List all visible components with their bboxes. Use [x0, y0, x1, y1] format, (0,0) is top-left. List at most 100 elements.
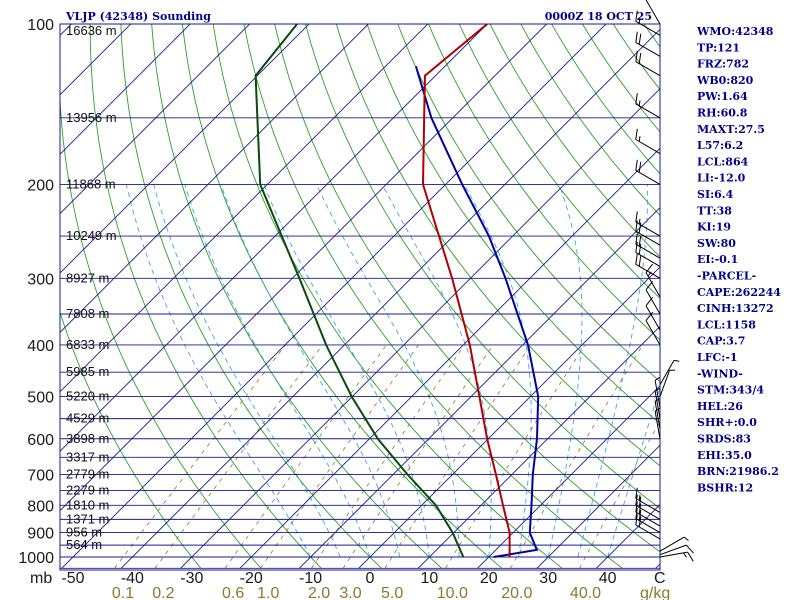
mixing-ratio-tick-label: 0.6 — [222, 585, 244, 600]
wind-barb-flag — [635, 31, 638, 43]
temperature-tick-label: 10 — [421, 570, 439, 587]
wind-barb-flag — [685, 544, 694, 554]
wind-barb-flag — [638, 516, 642, 528]
wind-barb — [635, 159, 661, 185]
index-entry: EI:-0.1 — [697, 253, 738, 266]
pressure-tick-label: 800 — [27, 498, 54, 515]
wind-barb — [654, 407, 661, 439]
wind-barb-half-flag — [673, 359, 680, 362]
height-level-label: 8927 m — [66, 270, 109, 285]
wind-barb-staff — [635, 20, 661, 36]
wind-barb — [659, 359, 680, 385]
wind-barb-staff — [635, 511, 661, 527]
wind-barb-staff — [635, 518, 661, 534]
index-entry: SHR+:0.0 — [697, 416, 757, 429]
dry-adiabat — [551, 24, 660, 175]
moist-adiabat — [153, 184, 341, 558]
isotherm-line — [298, 206, 660, 569]
mixing-ratio-line — [384, 344, 532, 569]
wind-barb-staff — [635, 41, 661, 57]
wind-barb-staff — [645, 289, 661, 315]
height-level-label: 3898 m — [66, 431, 109, 446]
height-level-label: 564 m — [66, 537, 102, 552]
dewpoint-trace — [254, 24, 465, 558]
wind-barb-flag — [635, 233, 638, 245]
wind-barb-half-flag — [638, 218, 641, 225]
mixing-ratio-tick-label: 0.2 — [152, 585, 174, 600]
wind-barb-staff — [659, 360, 675, 385]
wind-barb — [635, 211, 661, 237]
wind-barb-flag — [638, 509, 642, 521]
height-level-label: 6833 m — [66, 337, 109, 352]
index-entry: HEL:26 — [697, 400, 743, 413]
wind-barb-flag — [687, 551, 694, 562]
dry-adiabat — [520, 24, 660, 217]
height-level-label: 1810 m — [66, 497, 109, 512]
mixing-ratio-line — [510, 344, 644, 569]
index-entry: LCL:1158 — [697, 318, 756, 331]
parcel-trace — [414, 65, 540, 558]
wind-barb-half-flag — [638, 17, 641, 24]
wind-barb-staff — [635, 139, 661, 154]
mixing-ratio-unit-label: g/kg — [640, 585, 670, 600]
index-entry: STM:343/4 — [697, 384, 764, 397]
index-entry: -WIND- — [697, 367, 743, 380]
mixing-ratio-tick-label: 10.0 — [437, 585, 468, 600]
chart-title: VLJP (42348) Sounding — [65, 10, 211, 23]
isobar-lines — [60, 23, 660, 569]
wind-barb-staff — [635, 263, 661, 279]
moist-adiabat — [184, 184, 371, 558]
pressure-tick-label: 1000 — [18, 550, 54, 567]
wind-barb — [635, 128, 661, 154]
wind-barb-flag — [635, 211, 638, 223]
wind-barb-flag — [635, 494, 638, 506]
mixing-ratio-tick-label: 1.0 — [257, 585, 279, 600]
dry-adiabat — [212, 24, 563, 569]
index-entry: BRN:21986.2 — [697, 465, 779, 478]
isotherm-line — [417, 325, 660, 569]
wind-barb-staff — [645, 0, 661, 25]
wind-barb — [635, 233, 661, 259]
wind-barb-half-flag — [683, 536, 689, 541]
height-level-label: 2279 m — [66, 482, 109, 497]
mixing-ratio-line — [154, 344, 324, 569]
wind-barb — [654, 387, 661, 419]
index-entry: SW:80 — [697, 237, 736, 250]
wind-barb — [635, 241, 661, 267]
temperature-tick-label: -30 — [180, 570, 203, 587]
wind-barb — [635, 507, 661, 534]
index-entry: SI:6.4 — [697, 188, 734, 201]
grid-lines — [60, 24, 660, 569]
index-entry: KI:19 — [697, 221, 731, 234]
isotherm-line — [536, 444, 660, 569]
mixing-ratio-line — [579, 420, 660, 569]
index-entry: WMO:42348 — [696, 25, 774, 38]
wind-barb-flag — [638, 33, 642, 45]
pressure-tick-label: 600 — [27, 432, 54, 449]
wind-barb-staff — [645, 305, 661, 331]
mixing-ratio-tick-label: 20.0 — [501, 585, 532, 600]
index-entry: -PARCEL- — [697, 270, 756, 283]
wind-barb — [635, 494, 661, 520]
wind-barb — [635, 93, 661, 119]
height-level-label: 1371 m — [66, 511, 109, 526]
wind-barb-flag — [635, 128, 638, 140]
mixing-ratio-line — [342, 344, 494, 569]
wind-barb — [635, 514, 661, 540]
isotherm-line — [120, 28, 660, 569]
wind-barb — [635, 501, 661, 527]
index-entry: RH:60.8 — [697, 107, 748, 120]
isotherm-line — [60, 24, 429, 393]
isotherm-line — [477, 385, 660, 569]
index-entry: TP:121 — [697, 41, 740, 54]
isotherm-line — [61, 24, 607, 569]
mixing-ratio-tick-label: 5.0 — [381, 585, 403, 600]
temperature-tick-label: 40 — [599, 570, 617, 587]
temperature-tick-label: 0 — [366, 570, 375, 587]
wind-barb-flag — [638, 243, 642, 255]
temperature-trace — [421, 24, 511, 557]
isotherm-line — [239, 147, 660, 569]
index-entry: LI:-12.0 — [697, 172, 746, 185]
wind-barb-flag — [635, 241, 638, 253]
wind-barb-staff — [635, 498, 661, 513]
